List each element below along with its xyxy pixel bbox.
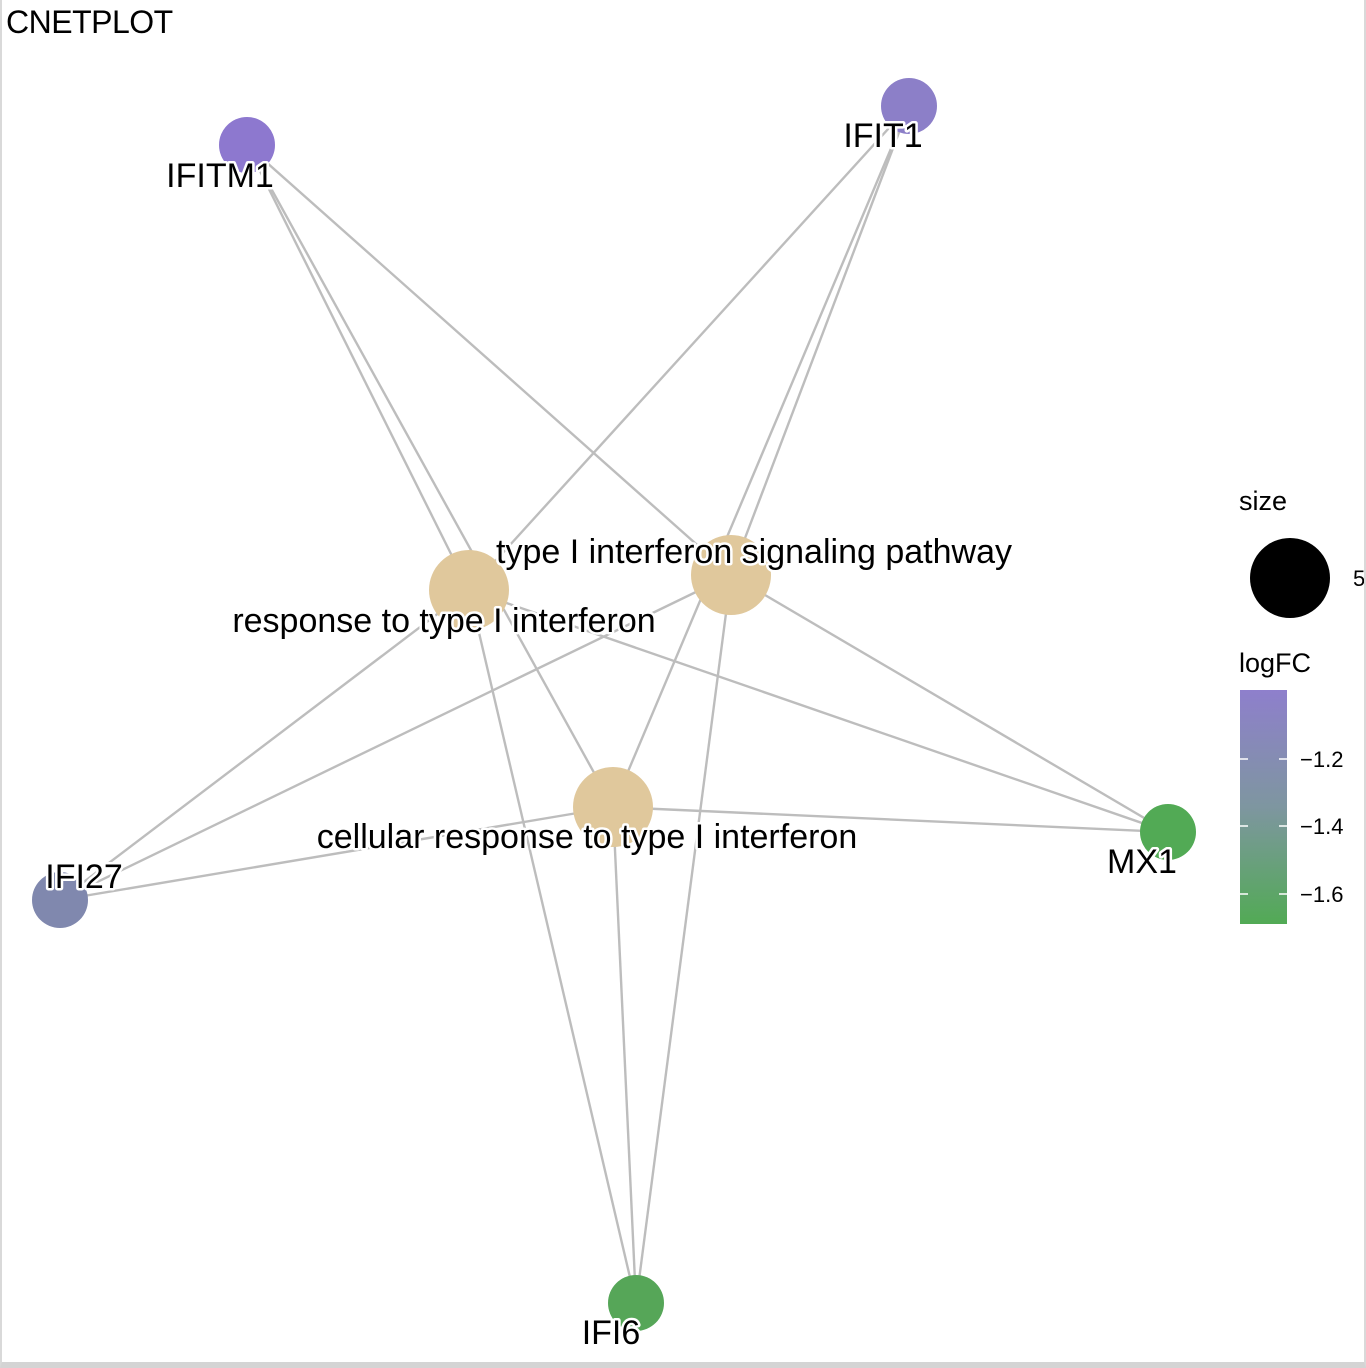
gene-label-ifitm1: IFITM1 bbox=[166, 157, 274, 195]
gene-label-mx1: MX1 bbox=[1107, 843, 1177, 881]
category-node-response bbox=[429, 550, 509, 630]
edge-ifitm1-resp bbox=[245, 144, 471, 591]
labels-layer: IFITM1 IFIT1 IFI27 MX1 IFI6 response to … bbox=[43, 115, 1180, 1355]
gene-label-ifi6: IFI6 bbox=[582, 1314, 641, 1352]
category-node-signaling bbox=[691, 535, 771, 615]
edge-ifi6-sig bbox=[634, 574, 733, 1304]
edge-ifitm1-sig bbox=[246, 144, 732, 576]
edge-mx1-cell bbox=[612, 805, 1169, 834]
legend: size 5 logFC −1.2 −1.4 −1.6 bbox=[1239, 486, 1364, 924]
plot-title: CNETPLOT bbox=[6, 4, 173, 40]
edge-ifi27-cell bbox=[59, 805, 614, 902]
edge-mx1-resp bbox=[468, 588, 1169, 834]
category-label-cellular: cellular response to type I interferon bbox=[317, 818, 858, 856]
nodes-layer bbox=[32, 78, 1196, 1331]
category-node-cellular bbox=[573, 767, 653, 847]
edge-ifit1-sig bbox=[729, 105, 911, 576]
gene-node-ifit1 bbox=[881, 78, 937, 134]
legend-colorbar bbox=[1240, 690, 1287, 924]
edge-ifi6-resp bbox=[467, 589, 638, 1304]
edge-ifi6-cell bbox=[611, 806, 638, 1304]
edge-mx1-sig bbox=[730, 573, 1169, 834]
category-label-response: response to type I interferon bbox=[232, 602, 655, 640]
category-label-signaling: type I interferon signaling pathway bbox=[496, 533, 1012, 571]
gene-label-ifit1: IFIT1 bbox=[843, 117, 922, 155]
legend-size-key bbox=[1250, 538, 1330, 618]
gene-label-ifi27: IFI27 bbox=[45, 858, 122, 896]
legend-color-title: logFC bbox=[1239, 648, 1311, 678]
gene-node-ifitm1 bbox=[219, 117, 275, 173]
edge-ifit1-cell bbox=[611, 105, 911, 808]
edges-layer bbox=[59, 105, 1169, 1304]
edge-ifitm1-cell bbox=[245, 144, 615, 808]
legend-tick-2: −1.4 bbox=[1300, 814, 1343, 839]
edge-ifi27-sig bbox=[59, 573, 732, 902]
edge-ifit1-resp bbox=[468, 105, 910, 591]
gene-node-ifi27 bbox=[32, 872, 88, 928]
gene-node-ifi6 bbox=[608, 1275, 664, 1331]
gene-node-mx1 bbox=[1140, 804, 1196, 860]
legend-tick-3: −1.6 bbox=[1300, 882, 1343, 907]
legend-tick-1: −1.2 bbox=[1300, 747, 1343, 772]
legend-size-title: size bbox=[1239, 486, 1287, 516]
edge-ifi27-resp bbox=[59, 589, 470, 901]
legend-size-value: 5 bbox=[1353, 566, 1364, 591]
